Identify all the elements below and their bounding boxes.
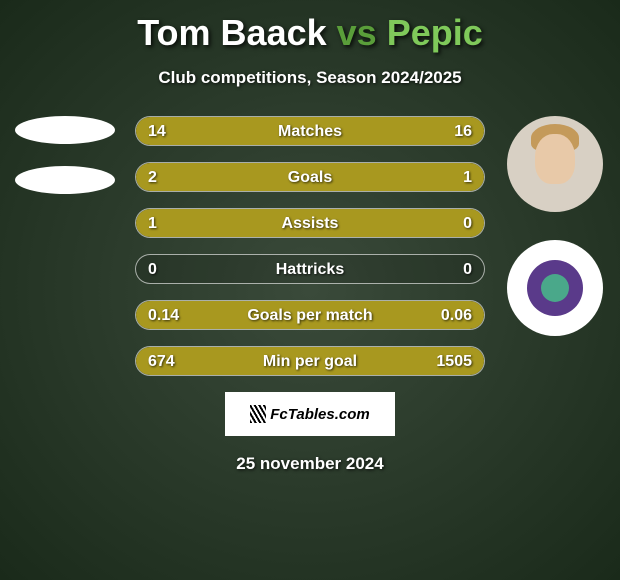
player2-name: Pepic <box>387 12 483 53</box>
stat-label: Goals <box>136 163 484 191</box>
stat-bar: Min per goal674 1505 <box>135 346 485 376</box>
stat-bar: Assists1 0 <box>135 208 485 238</box>
stat-value-right: 16 <box>454 117 472 145</box>
comparison-title: Tom Baack vs Pepic <box>0 0 620 54</box>
stat-label: Matches <box>136 117 484 145</box>
stat-label: Hattricks <box>136 255 484 283</box>
date-text: 25 november 2024 <box>0 454 620 474</box>
subtitle-text: Club competitions, Season 2024/2025 <box>0 68 620 88</box>
stat-value-right: 0.06 <box>441 301 472 329</box>
stat-value-left: 0 <box>148 255 157 283</box>
vs-text: vs <box>337 12 377 53</box>
stat-bar: Goals per match0.14 0.06 <box>135 300 485 330</box>
player1-avatar-placeholder-icon <box>15 116 115 144</box>
comparison-content: Matches1416Goals21Assists10Hattricks00Go… <box>0 116 620 376</box>
stat-bar: Goals2 1 <box>135 162 485 192</box>
right-player-column <box>500 116 610 336</box>
watermark-badge[interactable]: FcTables.com <box>225 392 395 436</box>
player1-club-placeholder-icon <box>15 166 115 194</box>
stat-bars-container: Matches1416Goals21Assists10Hattricks00Go… <box>135 116 485 376</box>
stat-value-right: 1 <box>463 163 472 191</box>
stat-value-right: 0 <box>463 255 472 283</box>
stat-value-left: 14 <box>148 117 166 145</box>
stat-value-left: 1 <box>148 209 157 237</box>
stat-label: Min per goal <box>136 347 484 375</box>
stat-label: Goals per match <box>136 301 484 329</box>
player2-avatar-icon <box>507 116 603 212</box>
stat-value-left: 0.14 <box>148 301 179 329</box>
watermark-logo-icon <box>250 405 266 423</box>
stat-value-right: 0 <box>463 209 472 237</box>
stat-bar: Matches14 16 <box>135 116 485 146</box>
watermark-text: FcTables.com <box>270 406 369 423</box>
stat-bar: Hattricks0 0 <box>135 254 485 284</box>
player2-club-crest-icon <box>507 240 603 336</box>
stat-value-left: 2 <box>148 163 157 191</box>
stat-value-right: 1505 <box>436 347 472 375</box>
left-player-column <box>10 116 120 216</box>
stat-value-left: 674 <box>148 347 175 375</box>
stat-label: Assists <box>136 209 484 237</box>
player1-name: Tom Baack <box>137 12 326 53</box>
